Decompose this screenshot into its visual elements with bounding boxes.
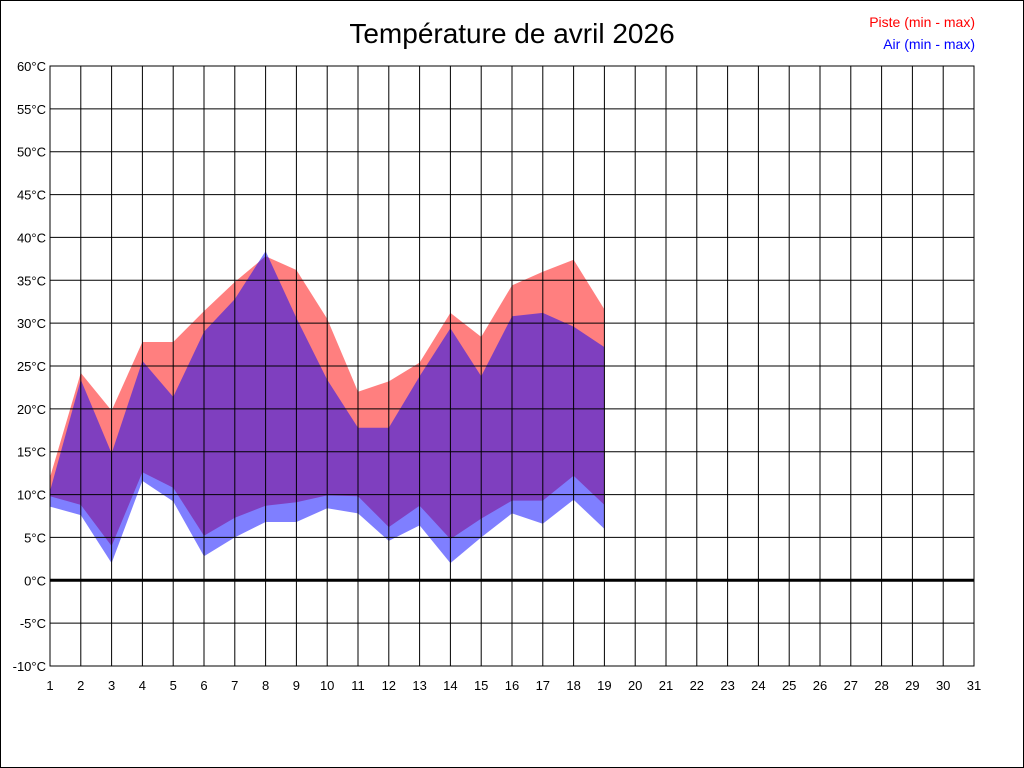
y-tick-label: 20°C bbox=[17, 402, 46, 417]
x-tick-label: 19 bbox=[597, 678, 611, 693]
y-tick-label: 55°C bbox=[17, 102, 46, 117]
x-tick-label: 14 bbox=[443, 678, 457, 693]
y-tick-label: -5°C bbox=[20, 616, 46, 631]
x-tick-label: 2 bbox=[77, 678, 84, 693]
y-tick-label: 40°C bbox=[17, 230, 46, 245]
x-tick-label: 18 bbox=[566, 678, 580, 693]
x-tick-label: 6 bbox=[200, 678, 207, 693]
x-tick-label: 17 bbox=[536, 678, 550, 693]
x-tick-label: 31 bbox=[967, 678, 981, 693]
x-tick-label: 15 bbox=[474, 678, 488, 693]
x-tick-label: 26 bbox=[813, 678, 827, 693]
x-tick-label: 20 bbox=[628, 678, 642, 693]
y-tick-label: 0°C bbox=[24, 573, 46, 588]
x-tick-label: 30 bbox=[936, 678, 950, 693]
x-tick-label: 23 bbox=[720, 678, 734, 693]
y-axis-ticks: -10°C -5°C 0°C 5°C 10°C 15°C 20°C 25°C 30°C 35°C 4… bbox=[13, 59, 46, 674]
x-tick-label: 7 bbox=[231, 678, 238, 693]
x-tick-label: 10 bbox=[320, 678, 334, 693]
y-tick-label: -10°C bbox=[13, 659, 46, 674]
x-tick-label: 27 bbox=[844, 678, 858, 693]
y-tick-label: 25°C bbox=[17, 359, 46, 374]
y-tick-label: 50°C bbox=[17, 145, 46, 160]
y-tick-label: 5°C bbox=[24, 530, 46, 545]
x-tick-label: 28 bbox=[874, 678, 888, 693]
y-tick-label: 15°C bbox=[17, 445, 46, 460]
x-tick-label: 29 bbox=[905, 678, 919, 693]
plot-border bbox=[49, 65, 975, 667]
x-tick-label: 4 bbox=[139, 678, 146, 693]
legend-item-piste: Piste (min - max) bbox=[869, 14, 975, 30]
x-tick-label: 1 bbox=[46, 678, 53, 693]
y-tick-label: 35°C bbox=[17, 273, 46, 288]
x-tick-label: 22 bbox=[690, 678, 704, 693]
y-tick-label: 10°C bbox=[17, 488, 46, 503]
x-tick-label: 25 bbox=[782, 678, 796, 693]
y-tick-label: 30°C bbox=[17, 316, 46, 331]
x-tick-label: 11 bbox=[351, 678, 365, 693]
x-tick-label: 13 bbox=[412, 678, 426, 693]
x-axis-ticks: 1 2 3 4 5 6 7 8 9 10 11 12 13 14 15 16 17 18 19 20 21 22 23 24 2… bbox=[46, 678, 981, 693]
x-tick-label: 3 bbox=[108, 678, 115, 693]
x-tick-label: 21 bbox=[659, 678, 673, 693]
chart-title: Température de avril 2026 bbox=[349, 18, 675, 49]
x-tick-label: 12 bbox=[382, 678, 396, 693]
x-tick-label: 16 bbox=[505, 678, 519, 693]
y-tick-label: 60°C bbox=[17, 59, 46, 74]
x-tick-label: 24 bbox=[751, 678, 765, 693]
chart-grid bbox=[49, 65, 975, 667]
x-tick-label: 9 bbox=[293, 678, 300, 693]
legend-item-air: Air (min - max) bbox=[883, 36, 975, 52]
x-tick-label: 5 bbox=[170, 678, 177, 693]
y-tick-label: 45°C bbox=[17, 188, 46, 203]
x-tick-label: 8 bbox=[262, 678, 269, 693]
